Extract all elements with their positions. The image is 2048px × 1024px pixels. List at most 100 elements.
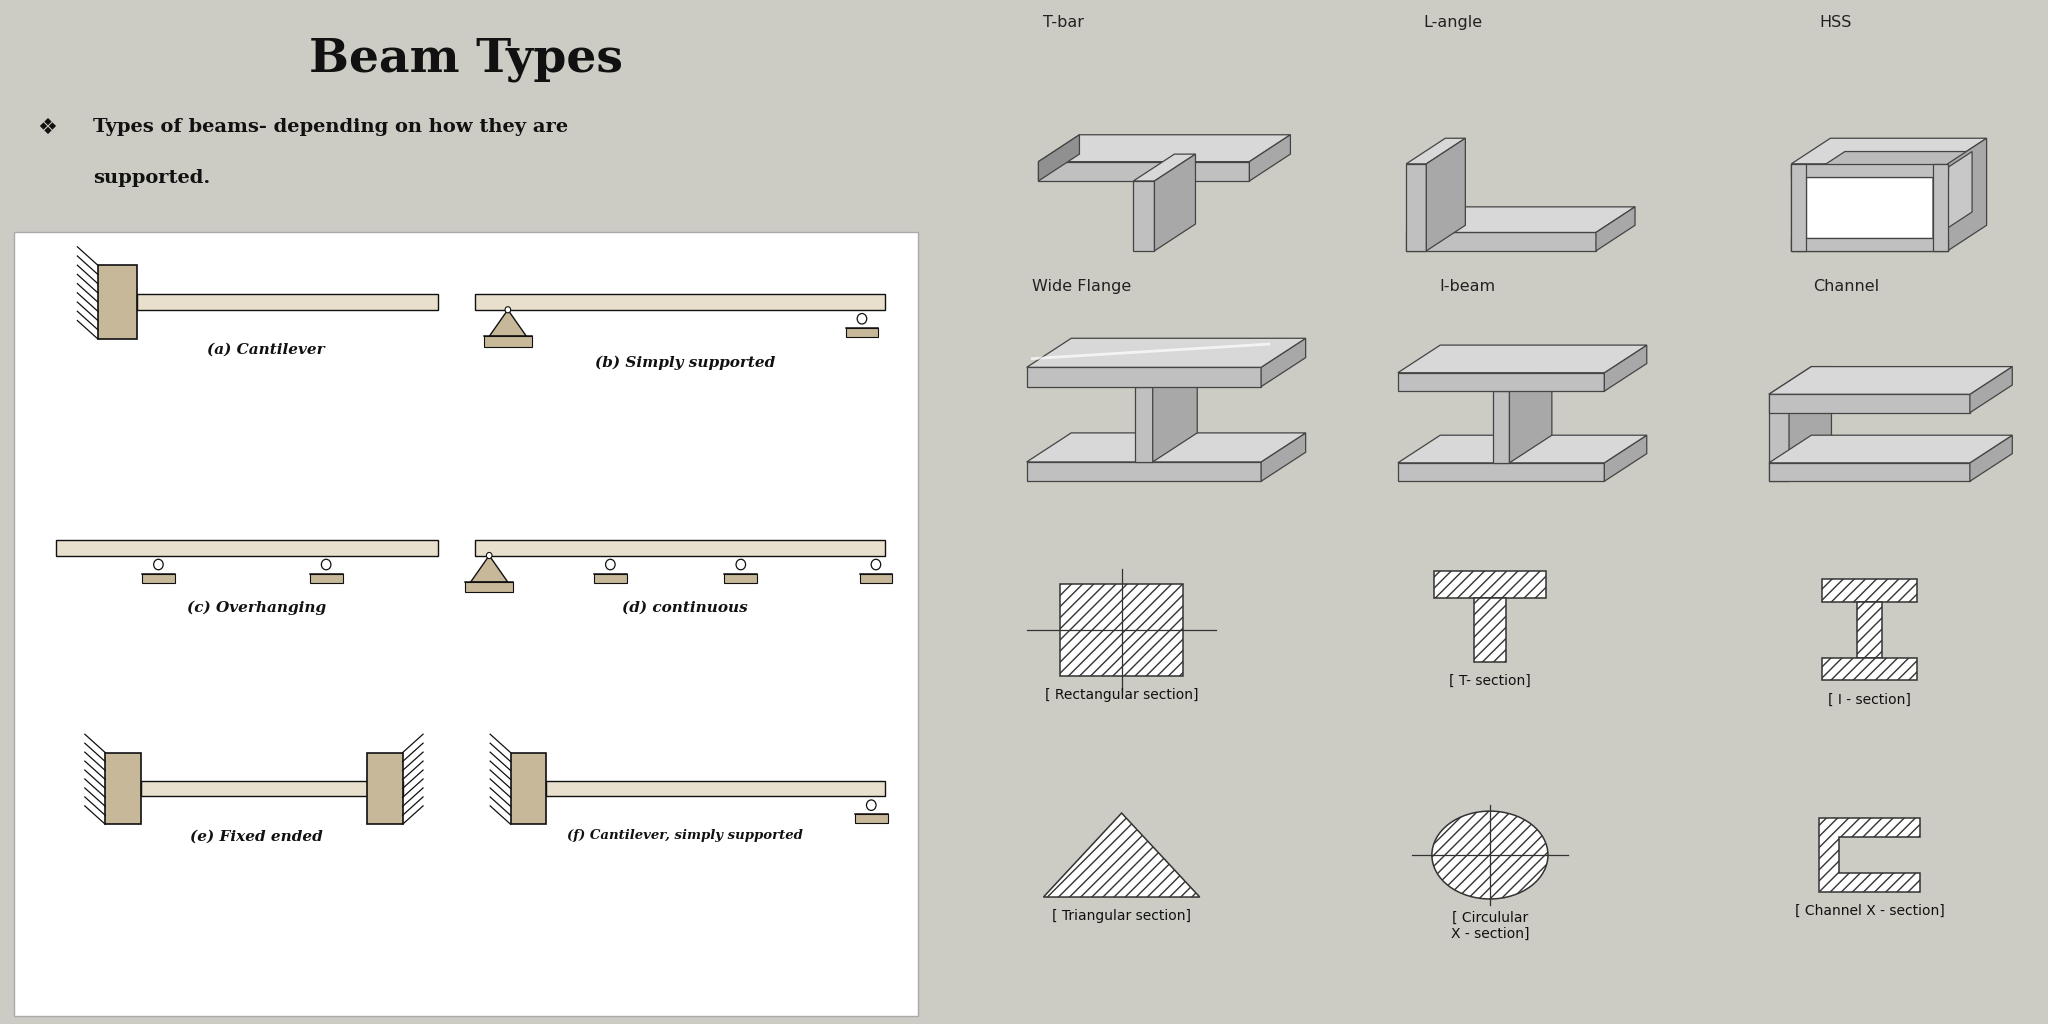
Bar <box>104 753 141 824</box>
Text: (a) Cantilever: (a) Cantilever <box>207 343 324 357</box>
Bar <box>55 541 438 555</box>
Text: (b) Simply supported: (b) Simply supported <box>594 355 774 370</box>
Polygon shape <box>1399 373 1604 391</box>
Bar <box>854 814 887 823</box>
Polygon shape <box>1806 177 1933 238</box>
Polygon shape <box>1970 367 2013 413</box>
Text: [ Triangular section]: [ Triangular section] <box>1053 909 1192 924</box>
Polygon shape <box>1948 138 1987 251</box>
Text: Wide Flange: Wide Flange <box>1032 279 1133 294</box>
Polygon shape <box>1262 338 1307 387</box>
Polygon shape <box>1425 138 1466 251</box>
Text: [ Circulular
X - section]: [ Circulular X - section] <box>1450 911 1530 941</box>
Bar <box>475 295 885 309</box>
Polygon shape <box>1026 338 1307 368</box>
Polygon shape <box>1806 152 1972 177</box>
Polygon shape <box>1399 345 1647 373</box>
Polygon shape <box>1044 813 1200 897</box>
Polygon shape <box>1133 181 1155 251</box>
Circle shape <box>487 552 492 559</box>
Ellipse shape <box>1432 811 1548 899</box>
Polygon shape <box>1399 463 1604 481</box>
Bar <box>860 573 893 583</box>
Bar <box>475 541 885 555</box>
Circle shape <box>858 313 866 324</box>
Polygon shape <box>1262 433 1307 481</box>
Bar <box>1475 598 1505 662</box>
Polygon shape <box>1026 368 1262 387</box>
Bar <box>510 753 547 824</box>
Circle shape <box>322 559 332 569</box>
Polygon shape <box>1407 232 1595 251</box>
Text: (f) Cantilever, simply supported: (f) Cantilever, simply supported <box>567 829 803 843</box>
Polygon shape <box>1769 394 1790 481</box>
Polygon shape <box>1792 164 1948 251</box>
Bar <box>846 328 879 337</box>
Polygon shape <box>1792 238 1948 251</box>
Polygon shape <box>1399 435 1647 463</box>
Polygon shape <box>1790 367 1831 481</box>
Polygon shape <box>1769 463 1970 481</box>
Polygon shape <box>1792 164 1948 177</box>
Text: T-bar: T-bar <box>1042 15 1085 31</box>
Polygon shape <box>1038 135 1290 162</box>
Polygon shape <box>1249 135 1290 181</box>
Text: Channel: Channel <box>1815 279 1880 294</box>
Bar <box>725 573 758 583</box>
Polygon shape <box>1769 367 1831 394</box>
Polygon shape <box>1026 462 1262 481</box>
Polygon shape <box>1038 135 1079 181</box>
Text: (d) continuous: (d) continuous <box>623 601 748 615</box>
Polygon shape <box>1135 357 1198 387</box>
Circle shape <box>735 559 745 569</box>
Bar <box>547 781 885 797</box>
Text: ❖: ❖ <box>37 118 57 138</box>
Circle shape <box>154 559 164 569</box>
Bar <box>141 573 174 583</box>
Bar <box>309 573 342 583</box>
Bar <box>483 336 532 346</box>
Polygon shape <box>1769 367 2013 394</box>
Polygon shape <box>471 555 508 582</box>
Bar <box>1823 657 1917 680</box>
Polygon shape <box>1155 155 1196 251</box>
Polygon shape <box>1769 435 2013 463</box>
Polygon shape <box>1933 152 1972 238</box>
Text: (c) Overhanging: (c) Overhanging <box>186 601 326 615</box>
Text: [ I - section]: [ I - section] <box>1829 692 1911 707</box>
Bar <box>1823 580 1917 601</box>
Polygon shape <box>1933 164 1948 251</box>
Polygon shape <box>489 309 526 336</box>
Circle shape <box>506 307 510 313</box>
Polygon shape <box>1133 155 1196 181</box>
Bar <box>367 753 403 824</box>
Text: [ T- section]: [ T- section] <box>1450 674 1530 688</box>
Bar <box>594 573 627 583</box>
Polygon shape <box>1769 394 1970 413</box>
Circle shape <box>870 559 881 569</box>
Text: Beam Types: Beam Types <box>309 36 623 82</box>
Text: supported.: supported. <box>94 169 211 187</box>
Bar <box>137 295 438 309</box>
Circle shape <box>606 559 614 569</box>
Polygon shape <box>1792 138 1987 164</box>
Polygon shape <box>1604 345 1647 391</box>
Polygon shape <box>1407 138 1466 164</box>
Polygon shape <box>1153 357 1198 462</box>
Text: I-beam: I-beam <box>1440 279 1495 294</box>
Bar <box>98 265 137 339</box>
Text: L-angle: L-angle <box>1423 15 1483 31</box>
Bar <box>1061 584 1184 676</box>
Polygon shape <box>1135 387 1153 462</box>
Polygon shape <box>1970 435 2013 481</box>
Text: (e) Fixed ended: (e) Fixed ended <box>190 829 324 844</box>
Polygon shape <box>1604 435 1647 481</box>
Bar <box>465 582 514 592</box>
Polygon shape <box>1493 364 1552 391</box>
Polygon shape <box>1038 162 1249 181</box>
Bar <box>1858 601 1882 657</box>
Polygon shape <box>1792 164 1806 251</box>
Text: [ Rectangular section]: [ Rectangular section] <box>1044 688 1198 702</box>
Bar <box>14 232 918 1016</box>
Polygon shape <box>1595 207 1634 251</box>
